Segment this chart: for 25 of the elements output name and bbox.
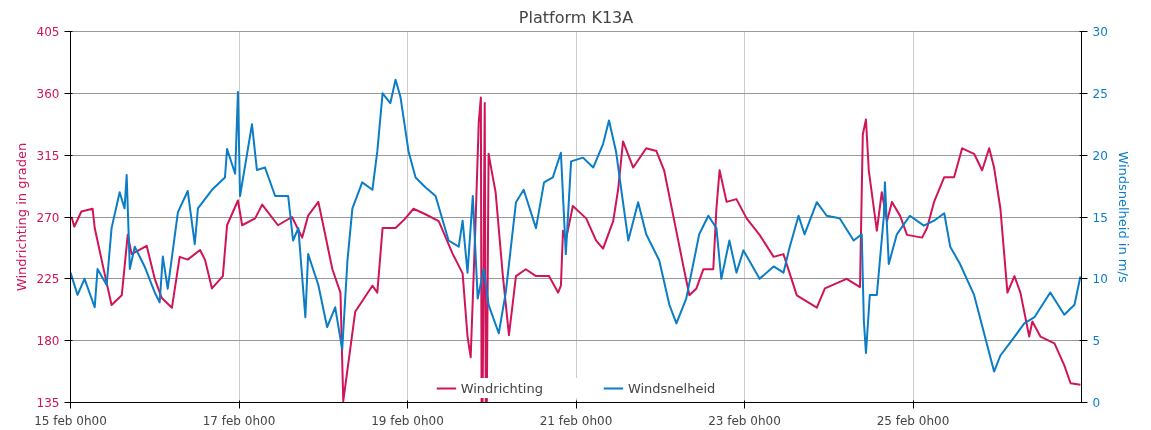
y-tick-label: 360 <box>36 86 60 101</box>
y2-tick-label: 15 <box>1092 210 1108 225</box>
y2-tick-label: 5 <box>1092 334 1101 349</box>
y-tick-label: 135 <box>36 396 60 410</box>
x-tick-label: 25 feb 0h00 <box>876 413 950 428</box>
y2-tick-label: 0 <box>1092 396 1101 410</box>
chart-title: Platform K13A <box>518 7 634 27</box>
legend-label: Windrichting <box>460 380 543 396</box>
x-tick-label: 19 feb 0h00 <box>371 413 444 428</box>
y-tick-label: 405 <box>36 25 60 39</box>
y-tick-label: 225 <box>36 272 60 287</box>
y-tick-label: 315 <box>36 148 60 163</box>
y2-tick-label: 30 <box>1092 25 1108 39</box>
legend-label: Windsnelheid <box>627 380 716 396</box>
x-tick-label: 23 feb 0h00 <box>708 413 781 428</box>
x-tick-label: 21 feb 0h00 <box>539 413 613 428</box>
y2-tick-label: 25 <box>1092 86 1108 101</box>
y2-tick-label: 20 <box>1092 148 1108 163</box>
y-tick-label: 270 <box>36 210 60 225</box>
y2-axis-title: Windsnelheid in m/s <box>1115 151 1131 283</box>
y-tick-label: 180 <box>36 334 60 349</box>
x-tick-label: 15 feb 0h00 <box>34 413 107 428</box>
x-tick-label: 17 feb 0h00 <box>202 413 276 428</box>
y-axis-title: Windrichting in graden <box>13 142 29 292</box>
y2-tick-label: 10 <box>1092 272 1108 287</box>
